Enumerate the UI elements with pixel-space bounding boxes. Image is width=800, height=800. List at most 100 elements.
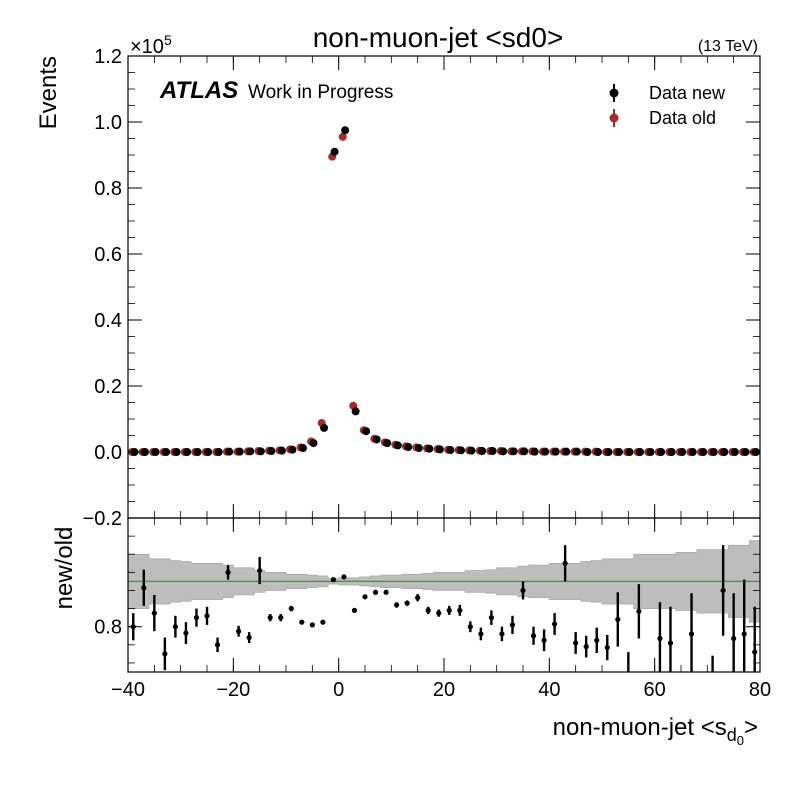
ratio-point	[204, 613, 210, 619]
ratio-point	[320, 619, 326, 625]
y-tick-label: 0.8	[94, 178, 122, 200]
ratio-point	[604, 644, 610, 651]
data-new-point	[320, 423, 329, 432]
ratio-point	[741, 631, 747, 637]
ratio-point	[467, 624, 473, 630]
x-axis-label-subsub: 0	[737, 733, 744, 748]
ratio-point	[257, 567, 263, 574]
x-axis-label: non-muon-jet <sd0>	[553, 714, 758, 748]
legend-label-old: Data old	[649, 108, 716, 128]
data-new-point	[341, 126, 350, 135]
data-new-point	[151, 448, 160, 456]
ratio-point	[151, 610, 157, 616]
scale-factor-exponent: 5	[164, 32, 172, 48]
y-tick-label: 0.2	[94, 376, 122, 398]
data-new-point	[530, 447, 539, 456]
data-new-point	[362, 427, 371, 436]
data-new-point	[699, 448, 708, 456]
ratio-point	[183, 630, 189, 636]
ratio-point	[720, 587, 726, 594]
ratio-point	[162, 651, 168, 657]
data-new-point	[235, 447, 244, 456]
data-new-point	[615, 448, 623, 456]
ratio-point	[330, 577, 336, 583]
ratio-point	[457, 607, 463, 614]
data-new-point	[467, 446, 476, 455]
y-tick-label: 0.6	[94, 244, 122, 266]
data-new-point	[225, 447, 234, 456]
data-new-point	[720, 448, 729, 456]
ratio-point	[615, 616, 621, 623]
x-axis-label-main: non-muon-jet <s	[553, 714, 727, 741]
ratio-point	[562, 560, 568, 566]
data-new-point	[709, 448, 718, 456]
atlas-sublabel: Work in Progress	[248, 82, 393, 103]
x-tick-label: 20	[433, 679, 455, 701]
ratio-point	[446, 607, 452, 614]
ratio-point	[372, 589, 379, 595]
ratio-point	[309, 622, 315, 628]
y-tick-label: −0.2	[83, 508, 122, 530]
ratio-point	[246, 634, 252, 641]
ratio-point	[299, 619, 305, 625]
ratio-point	[731, 635, 737, 642]
data-new-point	[457, 446, 465, 455]
ratio-point	[383, 589, 389, 595]
ratio-point	[594, 637, 600, 643]
data-new-point	[393, 441, 402, 450]
data-new-point	[183, 448, 192, 456]
data-new-point	[625, 448, 634, 456]
data-new-point	[256, 447, 265, 456]
ratio-frame	[127, 517, 761, 673]
ratio-point	[688, 631, 695, 637]
ratio-y-axis-label: new/old	[51, 527, 78, 610]
data-new-point	[572, 447, 581, 456]
data-new-point	[162, 448, 171, 456]
ratio-point	[362, 594, 368, 600]
ratio-point	[225, 569, 231, 575]
data-new-point	[288, 445, 297, 454]
x-axis-label-sub: d	[727, 725, 737, 745]
ratio-point	[278, 615, 284, 621]
data-new-point	[309, 439, 318, 448]
ratio-y-tick-label: 0.8	[94, 617, 122, 639]
x-axis-label-end: >	[744, 714, 758, 741]
data-old-point	[338, 132, 347, 141]
y-tick-label: 1.2	[94, 46, 122, 68]
ratio-point	[351, 607, 358, 614]
data-new-point	[488, 447, 497, 456]
scale-factor: ×105	[130, 32, 172, 58]
x-tick-label: 80	[749, 679, 771, 701]
ratio-point	[667, 640, 674, 646]
data-new-point	[646, 448, 655, 456]
data-new-point	[383, 439, 392, 448]
data-new-point	[730, 448, 739, 456]
ratio-point	[552, 621, 558, 627]
data-new-point	[204, 448, 213, 456]
data-new-point	[520, 447, 529, 456]
ratio-point	[530, 633, 537, 639]
ratio-point	[752, 649, 758, 655]
data-new-point	[330, 147, 339, 156]
data-new-point	[414, 444, 423, 453]
data-new-point	[214, 448, 223, 456]
ratio-point	[172, 624, 178, 630]
data-new-point	[657, 448, 666, 456]
ratio-point	[583, 644, 589, 650]
x-tick-label: −40	[111, 679, 145, 701]
x-tick-label: 40	[538, 679, 560, 701]
x-tick-label: 60	[644, 679, 666, 701]
ratio-point	[488, 615, 494, 621]
data-new-point	[551, 447, 560, 456]
ratio-point	[436, 610, 442, 616]
ratio-point	[509, 622, 516, 628]
ratio-point	[236, 628, 242, 634]
data-new-point	[446, 446, 455, 455]
ratio-point	[415, 595, 421, 601]
data-new-point	[509, 447, 518, 456]
data-new-point	[351, 407, 360, 416]
ratio-point	[267, 615, 273, 621]
legend-marker-old	[609, 113, 619, 123]
ratio-point	[499, 631, 505, 637]
